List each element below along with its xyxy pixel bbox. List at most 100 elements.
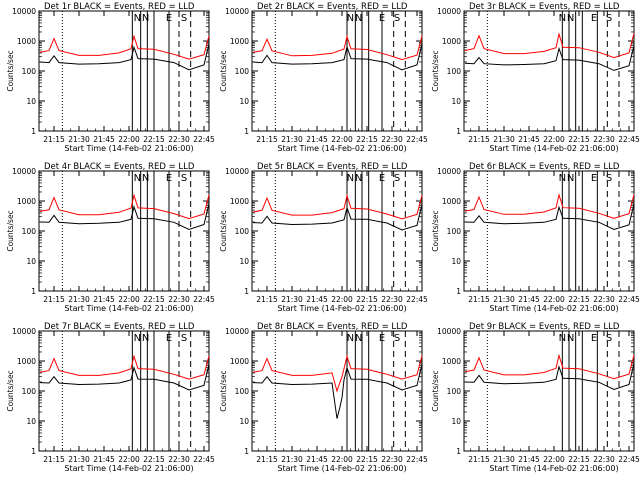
- marker-letter: N: [134, 13, 141, 24]
- x-tick-label: 22:45: [618, 455, 640, 464]
- x-tick-label: 21:30: [68, 455, 90, 464]
- y-tick-label: 10000: [437, 7, 461, 16]
- marker-letter: E: [379, 13, 385, 24]
- marker-letter: N: [559, 13, 566, 24]
- y-tick-label: 100: [22, 227, 37, 236]
- x-tick-label: 22:30: [593, 135, 615, 144]
- plot-frame: [38, 330, 210, 452]
- marker-letter: N: [567, 173, 574, 184]
- plot-frame: [38, 10, 210, 132]
- marker-letter: S: [394, 333, 400, 344]
- y-tick-label: 1000: [442, 37, 461, 46]
- lld-series-line: [252, 34, 423, 61]
- x-tick-label: 22:15: [356, 135, 378, 144]
- y-tick-label: 10000: [225, 327, 249, 336]
- marker-letter: N: [347, 173, 354, 184]
- y-tick-label: 10: [451, 257, 461, 266]
- marker-letter: N: [355, 333, 362, 344]
- x-tick-label: 22:00: [331, 295, 353, 304]
- x-tick-label: 21:45: [93, 295, 115, 304]
- x-tick-label: 22:15: [568, 455, 590, 464]
- plot-frame: [251, 10, 423, 132]
- y-tick-label: 10: [26, 417, 36, 426]
- panel-title: Det 2r BLACK = Events, RED = LLD: [257, 2, 408, 12]
- panel-title: Det 6r BLACK = Events, RED = LLD: [469, 162, 620, 172]
- panel-title: Det 7r BLACK = Events, RED = LLD: [44, 322, 195, 332]
- x-tick-label: 22:45: [618, 295, 640, 304]
- y-tick-label: 10: [239, 417, 249, 426]
- detector-panel: Det 3r BLACK = Events, RED = LLD 1 10 100 10…: [431, 2, 640, 153]
- marker-letter: E: [591, 173, 597, 184]
- marker-letter: N: [567, 333, 574, 344]
- lld-series-line: [39, 193, 210, 220]
- detector-panel: Det 6r BLACK = Events, RED = LLD 1 10 100 10…: [431, 162, 640, 313]
- y-tick-label: 100: [22, 387, 37, 396]
- x-tick-label: 21:45: [306, 295, 328, 304]
- x-tick-label: 22:00: [118, 455, 140, 464]
- x-tick-label: 22:00: [543, 295, 565, 304]
- events-series-line: [464, 363, 635, 391]
- x-tick-label: 22:30: [168, 135, 190, 144]
- panel-title: Det 4r BLACK = Events, RED = LLD: [44, 162, 195, 172]
- x-tick-label: 22:15: [568, 135, 590, 144]
- x-tick-label: 21:45: [518, 455, 540, 464]
- marker-letter: N: [142, 13, 149, 24]
- y-tick-label: 1: [31, 127, 36, 136]
- events-series-line: [252, 204, 423, 231]
- y-tick-label: 10000: [225, 7, 249, 16]
- y-tick-label: 10000: [12, 7, 36, 16]
- panel-title: Det 9r BLACK = Events, RED = LLD: [469, 322, 620, 332]
- y-tick-label: 1000: [230, 197, 249, 206]
- x-tick-label: 21:15: [43, 295, 65, 304]
- x-tick-label: 22:45: [193, 135, 215, 144]
- lld-series-line: [39, 354, 210, 380]
- marker-letter: S: [181, 173, 187, 184]
- detector-panel: Det 8r BLACK = Events, RED = LLD 1 10 100 10…: [219, 322, 428, 473]
- y-tick-label: 10: [451, 97, 461, 106]
- y-axis-label: Counts/sec: [431, 50, 440, 91]
- y-axis-label: Counts/sec: [219, 210, 228, 251]
- y-axis-label: Counts/sec: [431, 370, 440, 411]
- y-tick-label: 10000: [437, 327, 461, 336]
- x-tick-label: 21:45: [93, 455, 115, 464]
- x-tick-label: 21:30: [281, 295, 303, 304]
- marker-letter: E: [379, 333, 385, 344]
- x-tick-label: 21:30: [68, 135, 90, 144]
- lld-series-line: [464, 353, 635, 380]
- y-tick-label: 1: [244, 287, 249, 296]
- y-tick-label: 1: [456, 287, 461, 296]
- y-tick-label: 1: [456, 447, 461, 456]
- y-tick-label: 1: [244, 447, 249, 456]
- y-axis-label: Counts/sec: [219, 50, 228, 91]
- x-tick-label: 22:45: [193, 295, 215, 304]
- y-tick-label: 1000: [17, 37, 36, 46]
- y-tick-label: 10: [451, 417, 461, 426]
- x-tick-label: 21:45: [518, 295, 540, 304]
- x-tick-label: 22:30: [381, 295, 403, 304]
- marker-letter: S: [181, 13, 187, 24]
- events-series-line: [464, 203, 635, 231]
- detector-panel: Det 4r BLACK = Events, RED = LLD 1 10 100 10…: [6, 162, 215, 313]
- marker-letter: E: [591, 13, 597, 24]
- x-tick-label: 22:00: [118, 295, 140, 304]
- marker-letter: S: [606, 173, 612, 184]
- x-tick-label: 22:15: [143, 455, 165, 464]
- marker-letter: S: [394, 13, 400, 24]
- x-tick-label: 22:00: [331, 455, 353, 464]
- y-tick-label: 100: [447, 387, 462, 396]
- y-tick-label: 1000: [442, 357, 461, 366]
- x-tick-label: 21:15: [468, 135, 490, 144]
- x-tick-label: 22:15: [356, 295, 378, 304]
- y-axis-label: Counts/sec: [431, 210, 440, 251]
- x-tick-label: 21:15: [468, 295, 490, 304]
- marker-letter: E: [166, 13, 172, 24]
- panel-title: Det 1r BLACK = Events, RED = LLD: [44, 2, 195, 12]
- x-tick-label: 21:30: [493, 455, 515, 464]
- lld-series-line: [39, 34, 210, 60]
- x-tick-label: 22:45: [618, 135, 640, 144]
- marker-letter: N: [142, 173, 149, 184]
- x-tick-label: 22:45: [406, 135, 428, 144]
- y-tick-label: 1: [31, 287, 36, 296]
- x-tick-label: 21:15: [256, 135, 278, 144]
